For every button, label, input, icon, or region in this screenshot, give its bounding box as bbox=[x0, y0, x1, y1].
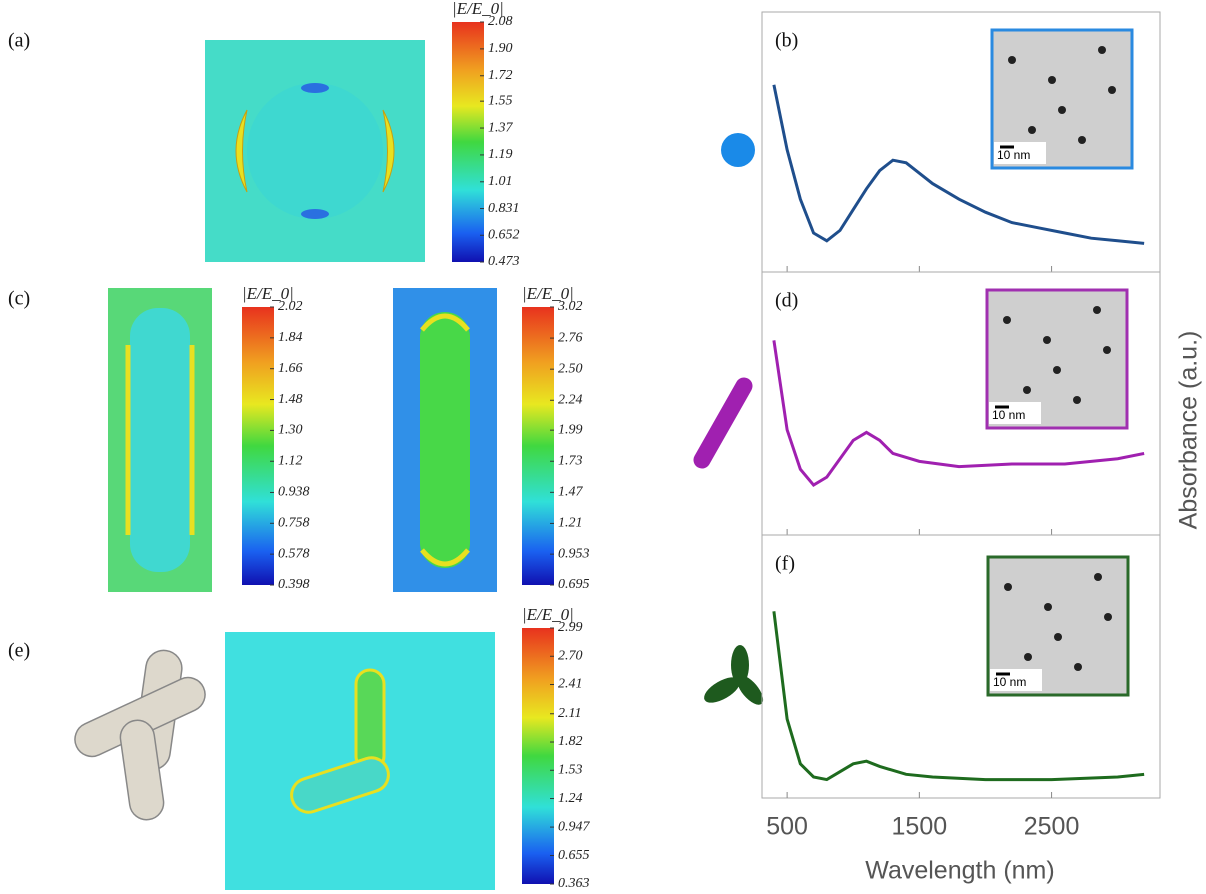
particle bbox=[1073, 396, 1081, 404]
panel-label: (b) bbox=[775, 30, 798, 52]
colorbar-title: |E/E_0| bbox=[452, 0, 504, 18]
particle bbox=[1043, 336, 1051, 344]
colorbar-tick-label: 2.02 bbox=[278, 299, 303, 314]
particle bbox=[1048, 76, 1056, 84]
colorbar-tick-label: 1.37 bbox=[488, 120, 514, 135]
colorbar-tick-label: 2.08 bbox=[488, 14, 513, 29]
particle bbox=[1094, 573, 1102, 581]
colorbar-tick-label: 1.73 bbox=[558, 453, 583, 468]
panel-label: (d) bbox=[775, 290, 798, 312]
colorbar-title: |E/E_0| bbox=[242, 284, 294, 303]
scale-label: 10 nm bbox=[993, 675, 1026, 689]
x-tick-label: 1500 bbox=[892, 813, 948, 841]
colorbar-title: |E/E_0| bbox=[522, 605, 574, 624]
x-tick-label: 2500 bbox=[1024, 813, 1080, 841]
particle bbox=[1074, 663, 1082, 671]
colorbar-tick-label: 2.70 bbox=[558, 648, 583, 663]
plot-frame bbox=[761, 534, 1161, 799]
colorbar-tick-label: 2.50 bbox=[558, 361, 583, 376]
colorbar-title: |E/E_0| bbox=[522, 284, 574, 303]
colorbar-tick-label: 0.938 bbox=[278, 485, 310, 500]
colorbar-tick-label: 1.24 bbox=[558, 791, 583, 806]
colorbar-tick-label: 1.66 bbox=[278, 361, 303, 376]
y-axis-label: Absorbance (a.u.) bbox=[1175, 331, 1203, 530]
particle bbox=[1078, 136, 1086, 144]
particle bbox=[1098, 46, 1106, 54]
particle bbox=[1004, 583, 1012, 591]
colorbar-tick-label: 2.76 bbox=[558, 330, 583, 345]
colorbar-tick-label: 1.84 bbox=[278, 330, 303, 345]
panel-label: (f) bbox=[775, 553, 795, 575]
colorbar-tick-label: 1.30 bbox=[278, 423, 303, 438]
spectrum-line bbox=[772, 84, 1145, 245]
colorbar bbox=[452, 22, 484, 262]
particle bbox=[1054, 633, 1062, 641]
colorbar-tick-label: 1.82 bbox=[558, 734, 583, 749]
colorbar bbox=[522, 307, 554, 585]
x-axis-label: Wavelength (nm) bbox=[865, 857, 1054, 885]
scale-label: 10 nm bbox=[992, 408, 1025, 422]
colorbar-tick-label: 1.21 bbox=[558, 516, 583, 531]
colorbar-tick-label: 1.90 bbox=[488, 41, 513, 56]
colorbar-tick-label: 0.758 bbox=[278, 516, 310, 531]
colorbar-tick-label: 0.652 bbox=[488, 227, 520, 242]
particle bbox=[1023, 386, 1031, 394]
colorbar-tick-label: 1.48 bbox=[278, 392, 303, 407]
colorbar-tick-label: 0.831 bbox=[488, 201, 520, 216]
x-tick-label: 500 bbox=[766, 813, 808, 841]
field-map-c-right bbox=[393, 288, 497, 592]
colorbar-tick-label: 2.41 bbox=[558, 677, 583, 692]
particle bbox=[1108, 86, 1116, 94]
particle bbox=[1104, 613, 1112, 621]
colorbar-tick-label: 1.53 bbox=[558, 762, 583, 777]
field-map-e bbox=[225, 632, 495, 890]
particle bbox=[1058, 106, 1066, 114]
colorbar-tick-label: 1.01 bbox=[488, 174, 513, 189]
colorbar-tick-label: 1.12 bbox=[278, 453, 303, 468]
colorbar-tick-label: 1.72 bbox=[488, 68, 513, 83]
colorbar-tick-label: 0.398 bbox=[278, 577, 310, 592]
colorbar-tick-label: 0.578 bbox=[278, 546, 310, 561]
particle bbox=[1024, 653, 1032, 661]
particle bbox=[1053, 366, 1061, 374]
colorbar bbox=[522, 628, 554, 884]
panel-label: (c) bbox=[8, 288, 30, 310]
colorbar-tick-label: 1.47 bbox=[558, 485, 584, 500]
particle bbox=[1044, 603, 1052, 611]
spectrum-line bbox=[772, 611, 1145, 782]
panel-labels: (a) (c) (e) bbox=[8, 30, 30, 662]
colorbar-tick-label: 3.02 bbox=[557, 299, 583, 314]
particle bbox=[1003, 316, 1011, 324]
colorbar-tick-label: 0.363 bbox=[558, 876, 590, 891]
colorbar-tick-label: 0.695 bbox=[558, 577, 590, 592]
colorbar bbox=[242, 307, 274, 585]
particle bbox=[1103, 346, 1111, 354]
colorbar-tick-label: 2.99 bbox=[558, 620, 583, 635]
field-map-c-left bbox=[108, 288, 212, 592]
panel-label: (e) bbox=[8, 640, 30, 662]
colorbar-tick-label: 0.947 bbox=[558, 819, 591, 834]
panel-label: (a) bbox=[8, 30, 30, 52]
particle bbox=[1028, 126, 1036, 134]
colorbar-tick-label: 2.24 bbox=[558, 392, 583, 407]
particle bbox=[1093, 306, 1101, 314]
colorbar-tick-label: 1.55 bbox=[488, 93, 513, 108]
colorbar-tick-label: 0.473 bbox=[488, 254, 520, 269]
colorbar-tick-label: 0.655 bbox=[558, 848, 590, 863]
colorbar-tick-label: 1.99 bbox=[558, 422, 583, 437]
particle bbox=[1008, 56, 1016, 64]
colorbar-tick-label: 2.11 bbox=[558, 706, 581, 721]
scale-label: 10 nm bbox=[997, 148, 1030, 162]
tetrapod-model bbox=[74, 649, 206, 821]
colorbar-tick-label: 1.19 bbox=[488, 147, 513, 162]
field-map-a bbox=[205, 40, 425, 262]
spectrum-line bbox=[772, 340, 1145, 487]
shapes bbox=[693, 133, 764, 705]
colorbar-tick-label: 0.953 bbox=[558, 546, 590, 561]
